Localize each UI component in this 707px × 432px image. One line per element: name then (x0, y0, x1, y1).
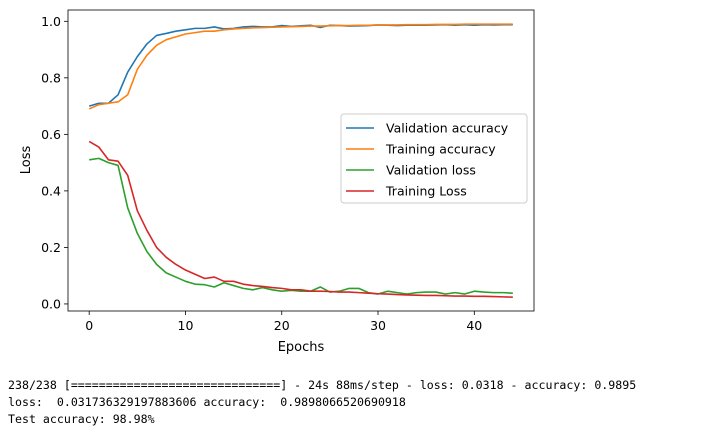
series-line-validation-accuracy (88, 23, 513, 107)
y-tick-label: 0.2 (41, 240, 61, 255)
console-line-evaluation: loss: 0.031736329197883606 accuracy: 0.9… (8, 395, 406, 409)
series-line-training-accuracy (88, 23, 513, 110)
plot-frame (67, 9, 535, 312)
legend-label-validation-accuracy: Validation accuracy (386, 121, 509, 136)
y-tick-label: 0.6 (41, 127, 61, 142)
x-tick-label: 40 (466, 318, 482, 333)
legend-label-validation-loss: Validation loss (386, 163, 476, 178)
legend-label-training-accuracy: Training accuracy (385, 142, 496, 157)
y-tick-label: 1.0 (41, 14, 61, 29)
y-axis-label: Loss (19, 146, 34, 175)
console-line-test-accuracy: Test accuracy: 98.98% (8, 412, 155, 426)
x-tick-label: 20 (274, 318, 290, 333)
y-tick-label: 0.0 (41, 296, 61, 311)
y-tick-label: 0.4 (41, 183, 61, 198)
legend-label-training-loss: Training Loss (385, 184, 467, 199)
x-axis-label: Epochs (278, 340, 325, 355)
x-tick-label: 30 (370, 318, 386, 333)
console-line-progress: 238/238 [==============================]… (8, 378, 637, 392)
y-axis-ticks: 0.0 0.2 0.4 0.6 0.8 1.0 (41, 14, 68, 311)
series-line-training-loss (88, 140, 513, 298)
x-tick-label: 10 (178, 318, 194, 333)
series-line-validation-loss (89, 157, 513, 295)
legend: Validation accuracy Training accuracy Vali… (340, 113, 528, 204)
y-tick-label: 0.8 (41, 70, 61, 85)
console-output: 238/238 [==============================]… (8, 377, 636, 428)
series-lines (88, 23, 513, 298)
training-history-chart: 0 10 20 30 40 0.0 0.2 0.4 0.6 0.8 1.0 Epochs Loss… (19, 9, 535, 355)
x-tick-label: 0 (85, 318, 93, 333)
x-axis-ticks: 0 10 20 30 40 (85, 311, 482, 333)
legend-box (340, 113, 528, 204)
